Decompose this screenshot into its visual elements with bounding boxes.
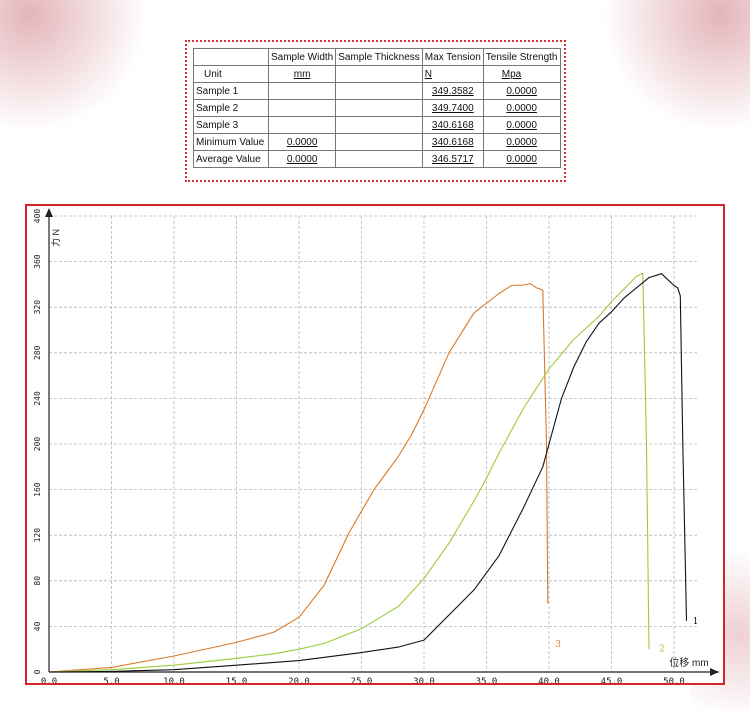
y-tick-label: 400 xyxy=(33,209,42,224)
series-label-3: 3 xyxy=(555,640,561,650)
table-cell: 0.0000 xyxy=(482,116,561,134)
y-tick-label: 280 xyxy=(33,345,42,360)
table-cell: 0.0000 xyxy=(482,150,561,168)
table-cell-label: Minimum Value xyxy=(193,133,269,151)
table-cell: 0.0000 xyxy=(267,150,337,168)
table-cell: N xyxy=(421,65,484,83)
table-header-cell: Max Tension xyxy=(421,48,484,66)
table-cell xyxy=(267,82,337,100)
table-cell: mm xyxy=(267,65,337,83)
table-header-cell: Sample Thickness xyxy=(335,48,423,66)
y-tick-label: 0 xyxy=(33,669,42,674)
table-cell: 0.0000 xyxy=(267,133,337,151)
table-cell xyxy=(267,116,337,134)
table-cell xyxy=(335,99,423,117)
table-cell-label: Sample 1 xyxy=(193,82,269,100)
table-row: Sample 3 340.6168 0.0000 xyxy=(193,116,561,134)
series-line-3 xyxy=(48,283,549,673)
table-cell xyxy=(335,133,423,151)
table-cell-label: Sample 3 xyxy=(193,116,269,134)
results-table-panel: Sample Width Sample Thickness Max Tensio… xyxy=(185,40,566,182)
x-tick-label: 15.0 xyxy=(226,677,248,683)
table-cell: 0.0000 xyxy=(482,82,561,100)
y-tick-label: 80 xyxy=(33,576,42,586)
table-cell xyxy=(335,82,423,100)
y-tick-label: 160 xyxy=(33,482,42,497)
x-tick-label: 35.0 xyxy=(476,677,498,683)
table-row: Sample 2 349.7400 0.0000 xyxy=(193,99,561,117)
x-tick-label: 30.0 xyxy=(413,677,435,683)
table-row: Sample 1 349.3582 0.0000 xyxy=(193,82,561,100)
table-row: Minimum Value 0.0000 340.6168 0.0000 xyxy=(193,133,561,151)
table-header-cell: Sample Width xyxy=(267,48,337,66)
table-row: Average Value 0.0000 346.5717 0.0000 xyxy=(193,150,561,168)
y-axis-label: 力 N xyxy=(50,229,61,247)
chart-frame: 0.0 5.0 10.0 15.0 20.0 25.0 30.0 35.0 40.0 45.0 50… xyxy=(25,204,725,685)
series-label-1: 1 xyxy=(693,617,699,627)
y-tick-label: 320 xyxy=(33,300,42,315)
x-tick-label: 45.0 xyxy=(601,677,623,683)
y-tick-label: 240 xyxy=(33,391,42,406)
table-header-row: Sample Width Sample Thickness Max Tensio… xyxy=(193,48,561,66)
series-label-2: 2 xyxy=(659,644,665,654)
series-line-1 xyxy=(48,273,688,673)
table-cell xyxy=(267,99,337,117)
table-cell xyxy=(335,116,423,134)
x-tick-label: 0.0 xyxy=(41,677,57,683)
y-tick-label: 40 xyxy=(33,621,42,631)
results-table: Sample Width Sample Thickness Max Tensio… xyxy=(193,48,561,168)
table-row: Unit mm N Mpa xyxy=(193,65,561,83)
table-cell: 340.6168 xyxy=(421,133,484,151)
y-tick-label: 200 xyxy=(33,437,42,452)
force-displacement-chart: 0.0 5.0 10.0 15.0 20.0 25.0 30.0 35.0 40.0 45.0 50… xyxy=(33,208,719,683)
x-axis-label: 位移 mm xyxy=(669,656,708,669)
table-cell: Mpa xyxy=(482,65,561,83)
y-axis-arrow-icon xyxy=(45,208,53,217)
x-tick-label: 10.0 xyxy=(163,677,185,683)
table-cell-label: Sample 2 xyxy=(193,99,269,117)
y-tick-label: 120 xyxy=(33,528,42,543)
decorative-petals-right xyxy=(600,0,750,150)
table-header-cell xyxy=(193,48,269,66)
x-tick-label: 20.0 xyxy=(288,677,310,683)
decorative-petals-left xyxy=(0,0,150,150)
table-header-cell: Tensile Strength xyxy=(482,48,561,66)
table-cell: 0.0000 xyxy=(482,99,561,117)
table-cell-label: Average Value xyxy=(193,150,269,168)
y-tick-label: 360 xyxy=(33,254,42,269)
x-tick-label: 40.0 xyxy=(538,677,560,683)
table-cell: 349.3582 xyxy=(421,82,484,100)
table-cell: 340.6168 xyxy=(421,116,484,134)
x-tick-label: 25.0 xyxy=(351,677,373,683)
x-axis-arrow-icon xyxy=(710,668,719,676)
table-cell: 346.5717 xyxy=(421,150,484,168)
table-cell: 0.0000 xyxy=(482,133,561,151)
series-line-2 xyxy=(48,272,650,673)
x-tick-label: 50.0 xyxy=(663,677,685,683)
table-cell: 349.7400 xyxy=(421,99,484,117)
x-tick-label: 5.0 xyxy=(103,677,119,683)
table-cell xyxy=(335,150,423,168)
table-cell-label: Unit xyxy=(193,65,269,83)
table-cell xyxy=(335,65,423,83)
